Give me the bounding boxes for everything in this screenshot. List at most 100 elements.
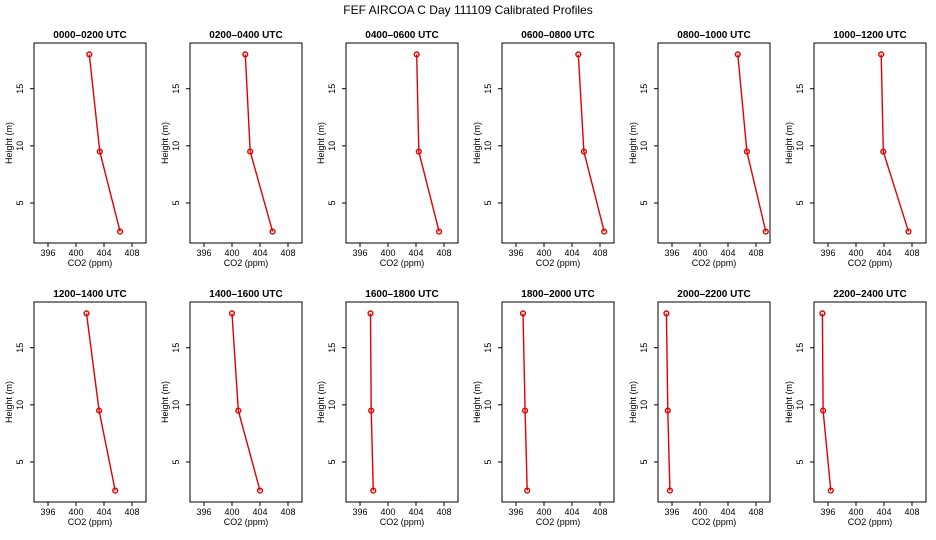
data-point <box>367 310 374 317</box>
y-tick-label: 10 <box>327 400 337 410</box>
x-tick-label: 400 <box>68 507 83 517</box>
data-point <box>235 407 242 414</box>
y-tick-label: 10 <box>639 141 649 151</box>
x-tick-label: 408 <box>592 507 607 517</box>
x-tick-label: 400 <box>380 248 395 258</box>
y-tick-label: 5 <box>795 459 805 464</box>
y-tick-label: 15 <box>483 343 493 353</box>
y-tick-label: 15 <box>171 343 181 353</box>
data-point <box>436 228 443 235</box>
y-tick-label: 10 <box>327 141 337 151</box>
y-tick-label: 5 <box>639 200 649 205</box>
plot-frame <box>501 42 615 244</box>
plot-frame <box>33 301 147 503</box>
data-point <box>521 407 529 414</box>
panel-10: 1800–2000 UTC 396 400 404 408 5 10 15 CO2 (ppm) H… <box>472 289 615 527</box>
panel-title: 0200–0400 UTC <box>209 30 282 41</box>
x-axis-label: CO2 (ppm) <box>692 517 737 527</box>
x-tick-label: 400 <box>224 248 239 258</box>
panel-12: 2200–2400 UTC 396 400 404 408 5 10 15 CO2 (ppm) H… <box>784 289 927 527</box>
main-title: FEF AIRCOA C Day 111109 Calibrated Profi… <box>343 3 592 17</box>
y-tick-label: 5 <box>15 459 25 464</box>
y-tick-label: 15 <box>639 84 649 94</box>
panel-5: 0800–1000 UTC 396 400 404 408 5 10 15 CO2 (ppm) H… <box>628 30 771 268</box>
panel-2: 0200–0400 UTC 396 400 404 408 5 10 15 CO2 (ppm) H… <box>160 30 303 268</box>
panel-title: 1400–1600 UTC <box>209 289 282 300</box>
panel-7: 1200–1400 UTC 396 400 404 408 5 10 15 CO2 (ppm) H… <box>4 289 147 527</box>
x-tick-label: 408 <box>748 507 763 517</box>
x-tick-label: 396 <box>196 248 211 258</box>
x-tick-label: 408 <box>280 507 295 517</box>
y-tick-label: 15 <box>639 343 649 353</box>
x-tick-label: 404 <box>720 248 735 258</box>
panel-title: 0400–0600 UTC <box>365 30 438 41</box>
x-tick-label: 408 <box>436 248 451 258</box>
data-point <box>601 228 608 235</box>
plot-frame <box>33 42 147 244</box>
data-point <box>83 310 90 317</box>
data-point <box>575 51 582 58</box>
y-tick-label: 5 <box>327 200 337 205</box>
plot-frame <box>813 42 927 244</box>
y-tick-label: 5 <box>171 459 181 464</box>
plot-frame <box>345 42 459 244</box>
data-point <box>370 487 377 494</box>
y-tick-label: 10 <box>15 141 25 151</box>
data-point <box>663 310 670 317</box>
y-tick-label: 15 <box>327 84 337 94</box>
profile-line <box>416 54 440 232</box>
data-point <box>905 228 912 235</box>
x-tick-label: 396 <box>664 507 679 517</box>
x-tick-label: 404 <box>96 248 111 258</box>
x-tick-label: 400 <box>536 507 551 517</box>
x-axis-label: CO2 (ppm) <box>380 517 425 527</box>
y-tick-label: 5 <box>795 200 805 205</box>
x-axis-label: CO2 (ppm) <box>692 258 737 268</box>
profile-line <box>880 54 910 232</box>
x-tick-label: 396 <box>40 248 55 258</box>
y-tick-label: 5 <box>483 200 493 205</box>
x-axis-label: CO2 (ppm) <box>848 258 893 268</box>
data-point <box>580 148 588 155</box>
profile-line <box>85 313 116 491</box>
y-tick-label: 15 <box>15 343 25 353</box>
data-point <box>228 310 236 317</box>
data-point <box>96 148 103 155</box>
profile-line <box>737 54 767 232</box>
x-tick-label: 396 <box>820 248 835 258</box>
x-tick-label: 408 <box>904 507 919 517</box>
x-tick-label: 400 <box>848 507 863 517</box>
panel-title: 1200–1400 UTC <box>53 289 126 300</box>
panel-title: 0000–0200 UTC <box>53 30 126 41</box>
x-tick-label: 396 <box>508 248 523 258</box>
profile-line <box>88 54 121 232</box>
y-axis-label: Height (m) <box>628 381 638 423</box>
x-tick-label: 408 <box>748 248 763 258</box>
x-tick-label: 396 <box>196 507 211 517</box>
x-tick-label: 408 <box>592 248 607 258</box>
y-tick-label: 5 <box>639 459 649 464</box>
panel-title: 2200–2400 UTC <box>833 289 906 300</box>
y-axis-label: Height (m) <box>4 122 14 164</box>
y-tick-label: 10 <box>639 400 649 410</box>
y-tick-label: 5 <box>483 459 493 464</box>
y-axis-label: Height (m) <box>160 381 170 423</box>
x-tick-label: 404 <box>564 248 579 258</box>
panel-1: 0000–0200 UTC 396 400 404 408 5 10 15 CO2 (ppm) H… <box>4 30 147 268</box>
profile-line <box>369 313 374 491</box>
x-tick-label: 396 <box>508 507 523 517</box>
y-tick-label: 10 <box>171 141 181 151</box>
x-tick-label: 404 <box>408 507 423 517</box>
x-tick-label: 396 <box>352 248 367 258</box>
y-tick-label: 15 <box>795 84 805 94</box>
data-point <box>269 228 276 235</box>
panels: 0000–0200 UTC 396 400 404 408 5 10 15 CO2 (ppm) H… <box>4 30 927 527</box>
profile-line <box>522 313 528 491</box>
panel-9: 1600–1800 UTC 396 400 404 408 5 10 15 CO2 (ppm) H… <box>316 289 459 527</box>
x-axis-label: CO2 (ppm) <box>68 258 113 268</box>
x-tick-label: 408 <box>124 248 139 258</box>
y-axis-label: Height (m) <box>628 122 638 164</box>
data-point <box>112 487 119 494</box>
x-tick-label: 400 <box>692 507 707 517</box>
